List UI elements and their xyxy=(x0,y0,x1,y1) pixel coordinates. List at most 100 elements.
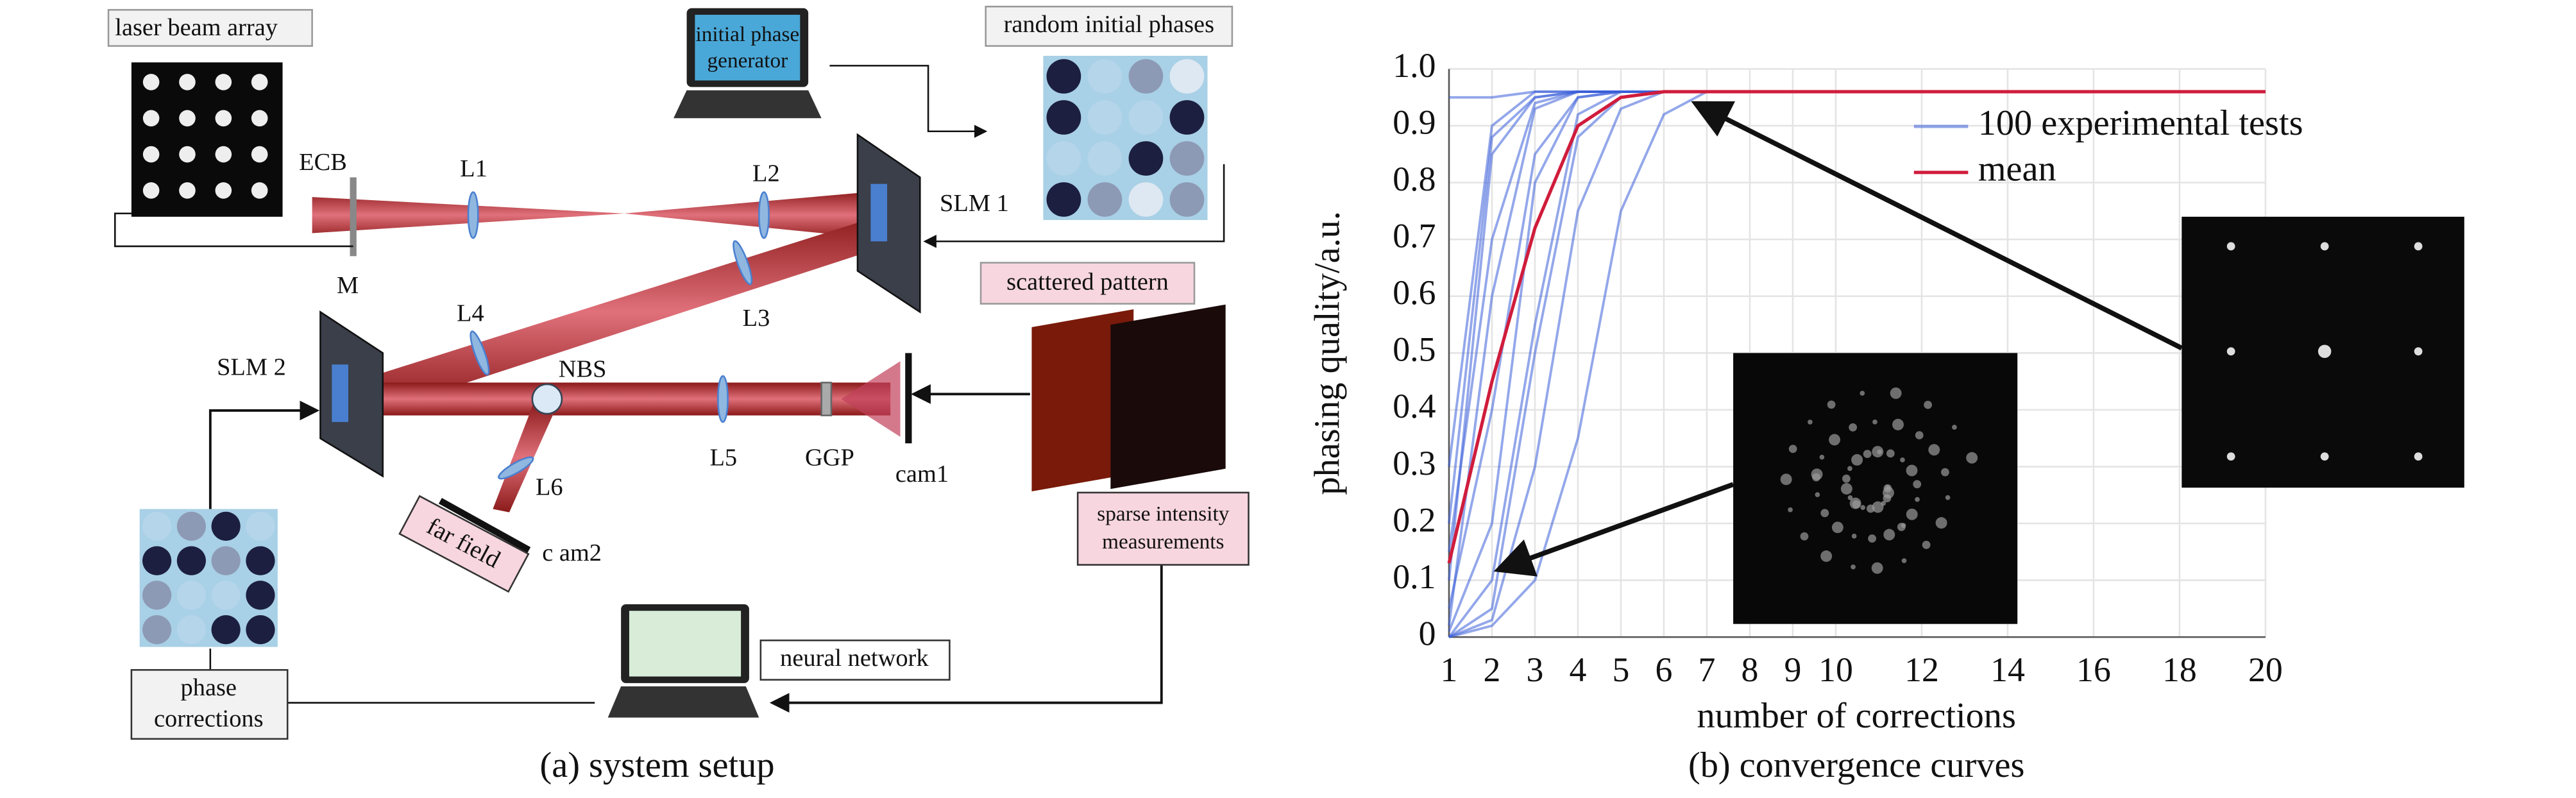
speckle xyxy=(1877,449,1883,455)
chart: (b) convergence curves number of correct… xyxy=(1308,46,2464,785)
speckle xyxy=(1935,517,1947,529)
speckle xyxy=(1952,425,1957,430)
phase-disc xyxy=(1128,100,1164,135)
cam2 xyxy=(438,498,531,553)
label-box xyxy=(130,669,289,740)
label: NBS xyxy=(559,355,607,382)
x-axis-label: number of corrections xyxy=(1697,696,2015,736)
label: generator xyxy=(708,49,788,72)
speckle xyxy=(1906,464,1918,477)
y-tick-label: 0.9 xyxy=(1393,103,1436,141)
laser-spot xyxy=(179,146,196,163)
label: L6 xyxy=(536,474,563,501)
phase-disc xyxy=(1169,182,1205,217)
label: corrections xyxy=(154,706,264,733)
speckle xyxy=(1886,449,1895,458)
y-tick-label: 0.2 xyxy=(1393,500,1436,539)
phase-disc xyxy=(1169,100,1205,135)
speckle xyxy=(1851,454,1863,466)
phase-disc xyxy=(1046,141,1081,176)
phase-disc xyxy=(176,581,206,610)
label-box xyxy=(979,262,1196,305)
label: c am2 xyxy=(542,539,602,566)
label-box xyxy=(398,495,530,593)
x-tick-label: 20 xyxy=(2248,650,2283,689)
label: L1 xyxy=(460,155,487,182)
speckle xyxy=(1897,523,1906,531)
phase-correction-image xyxy=(139,509,278,647)
speckle xyxy=(1842,474,1851,483)
legend-label: mean xyxy=(1978,149,2056,189)
legend-label: 100 experimental tests xyxy=(1978,103,2303,143)
speckle xyxy=(1800,532,1809,541)
lens xyxy=(733,240,753,285)
speckle xyxy=(1811,468,1823,480)
laser-spots xyxy=(142,74,268,199)
label: initial phase xyxy=(695,22,799,46)
phase-disc xyxy=(1046,100,1081,135)
label: L2 xyxy=(752,160,780,187)
phase-disc xyxy=(1128,182,1164,217)
x-tick-label: 4 xyxy=(1570,650,1587,689)
speckle xyxy=(1913,480,1922,489)
far-field-spot xyxy=(2414,242,2423,251)
far-field-spot xyxy=(2320,242,2329,251)
laptop-base xyxy=(674,90,822,119)
label: L4 xyxy=(457,300,484,327)
phase-disc xyxy=(246,546,275,575)
phase-disc xyxy=(176,615,206,645)
speckle xyxy=(1847,495,1853,500)
speckle xyxy=(1900,457,1905,463)
scatter-cone xyxy=(841,361,901,437)
phase-disc xyxy=(1087,182,1123,217)
phase-disc xyxy=(176,546,206,575)
speckle xyxy=(1815,492,1820,497)
speckle xyxy=(1820,550,1833,562)
x-tick-label: 5 xyxy=(1613,650,1630,689)
speckle-image xyxy=(1031,309,1134,492)
label: SLM 2 xyxy=(217,354,286,381)
laser-spot xyxy=(251,110,268,127)
speckle xyxy=(1871,562,1883,574)
x-tick-label: 14 xyxy=(1990,650,2025,689)
laser-spot xyxy=(251,182,268,199)
speckle xyxy=(1831,522,1843,534)
nbs xyxy=(531,383,563,415)
ggp xyxy=(820,382,833,416)
x-tick-label: 18 xyxy=(2162,650,2197,689)
speckle xyxy=(1849,423,1858,432)
speckle xyxy=(1872,501,1884,513)
speckle xyxy=(1915,497,1920,502)
speckle xyxy=(1883,529,1895,541)
label-box xyxy=(107,9,313,47)
connector xyxy=(114,212,353,248)
speckle xyxy=(1827,400,1836,409)
phase-disc xyxy=(1169,141,1205,176)
laser-spot xyxy=(215,182,232,199)
y-tick-label: 0.3 xyxy=(1393,444,1436,482)
label: M xyxy=(337,272,359,299)
label: sparse intensity xyxy=(1097,502,1229,525)
phase-disc xyxy=(1128,141,1164,176)
laptop-screen xyxy=(629,611,741,677)
speckle xyxy=(1941,468,1949,477)
speckle xyxy=(1863,450,1872,459)
connector xyxy=(208,400,320,509)
speckle xyxy=(1890,387,1902,399)
phase-disc xyxy=(1087,100,1123,135)
far-field-spot xyxy=(2226,347,2235,356)
lens xyxy=(498,456,534,480)
speckle xyxy=(1819,454,1825,460)
x-tick-label: 10 xyxy=(1818,650,1853,689)
beam xyxy=(312,190,888,240)
y-tick-label: 0.6 xyxy=(1393,273,1436,312)
phase-disc xyxy=(246,511,275,541)
label: ECB xyxy=(299,149,347,176)
label: neural network xyxy=(780,645,929,672)
phase-disc xyxy=(246,615,275,645)
phase-disc xyxy=(1046,59,1081,94)
speckle xyxy=(1922,541,1931,549)
speckle xyxy=(1788,445,1797,454)
caption: (a) system setup xyxy=(539,745,774,785)
